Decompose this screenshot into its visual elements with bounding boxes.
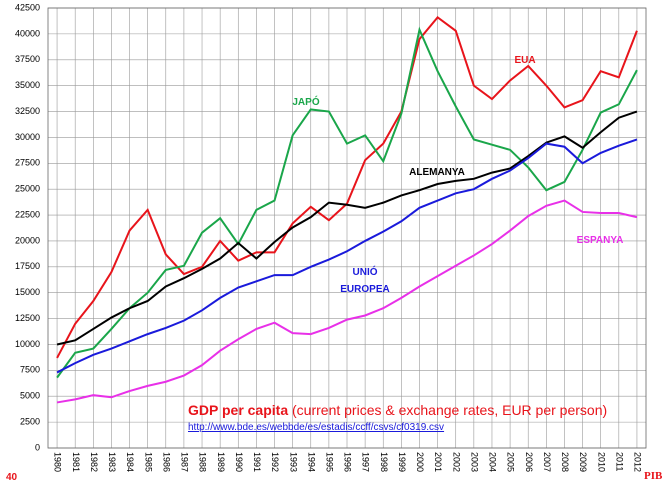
x-tick-label: 1988 — [198, 452, 208, 472]
series-label: ALEMANYA — [409, 167, 465, 178]
x-tick-label: 2009 — [578, 452, 588, 472]
y-tick-label: 25000 — [15, 184, 40, 194]
series-line — [56, 199, 638, 404]
series-line — [56, 26, 638, 379]
x-tick-label: 1980 — [53, 452, 63, 472]
x-tick-label: 2002 — [451, 452, 461, 472]
series-label: JAPÓ — [292, 97, 320, 108]
x-tick-label: 2004 — [488, 452, 498, 472]
y-tick-label: 27500 — [15, 158, 40, 168]
y-tick-label: 30000 — [15, 132, 40, 142]
y-tick-label: 37500 — [15, 54, 40, 64]
x-tick-label: 1989 — [216, 452, 226, 472]
footer: PIB — [644, 470, 663, 482]
source-link[interactable]: http://www.bde.es/webbde/es/estadis/ccff… — [188, 422, 445, 433]
x-tick-label: 1985 — [143, 452, 153, 472]
x-tick-label: 1996 — [343, 452, 353, 472]
x-tick-label: 1983 — [107, 452, 117, 472]
x-tick-label: 1981 — [71, 452, 81, 472]
x-tick-label: 1990 — [234, 452, 244, 472]
y-tick-label: 0 — [35, 442, 40, 452]
x-tick-label: 1992 — [270, 452, 280, 472]
series-label: EUA — [514, 55, 536, 66]
y-tick-label: 17500 — [15, 261, 40, 271]
plot-frame — [47, 7, 647, 449]
y-tick-label: 35000 — [15, 80, 40, 90]
series-line — [56, 110, 638, 346]
y-tick-label: 20000 — [15, 235, 40, 245]
x-tick-label: 2012 — [633, 452, 643, 472]
x-tick-label: 1986 — [161, 452, 171, 472]
x-tick-label: 1991 — [252, 452, 262, 472]
y-tick-label: 32500 — [15, 106, 40, 116]
chart-title: GDP per capita — [188, 402, 289, 418]
x-tick-label: 1982 — [89, 452, 99, 472]
x-tick-label: 1994 — [306, 452, 316, 472]
series-line — [56, 138, 638, 374]
x-tick-label: 2011 — [614, 452, 624, 471]
x-tick-label: 2001 — [433, 452, 443, 472]
y-tick-label: 2500 — [20, 416, 40, 426]
x-tick-label: 2000 — [415, 452, 425, 472]
series-label: ESPANYA — [576, 235, 624, 246]
y-tick-label: 7500 — [20, 365, 40, 375]
x-tick-label: 2006 — [524, 452, 534, 472]
x-tick-label: 2005 — [506, 452, 516, 472]
x-tick-label: 1984 — [125, 452, 135, 472]
x-tick-label: 1993 — [288, 452, 298, 472]
x-tick-label: 1987 — [180, 452, 190, 472]
series-line — [56, 15, 638, 359]
x-tick-label: 2008 — [560, 452, 570, 472]
y-tick-label: 42500 — [15, 2, 40, 12]
x-tick-label: 2003 — [469, 452, 479, 472]
x-tick-label: 2010 — [596, 452, 606, 472]
x-tick-label: 1999 — [397, 452, 407, 472]
title-block: GDP per capita (current prices & exchang… — [188, 402, 607, 418]
x-tick-label: 1997 — [361, 452, 371, 472]
series-label: UNIÓ EUROPEA — [340, 267, 390, 295]
y-tick-label: 15000 — [15, 287, 40, 297]
y-tick-label: 10000 — [15, 339, 40, 349]
y-tick-label: 12500 — [15, 313, 40, 323]
x-tick-label: 1995 — [325, 452, 335, 472]
chart-subtitle: (current prices & exchange rates, EUR pe… — [292, 402, 608, 418]
y-tick-label: 5000 — [20, 391, 40, 401]
y-tick-label: 22500 — [15, 209, 40, 219]
page-number: 40 — [6, 472, 18, 483]
y-tick-label: 40000 — [15, 28, 40, 38]
x-tick-label: 2007 — [542, 452, 552, 472]
x-tick-label: 1998 — [379, 452, 389, 472]
